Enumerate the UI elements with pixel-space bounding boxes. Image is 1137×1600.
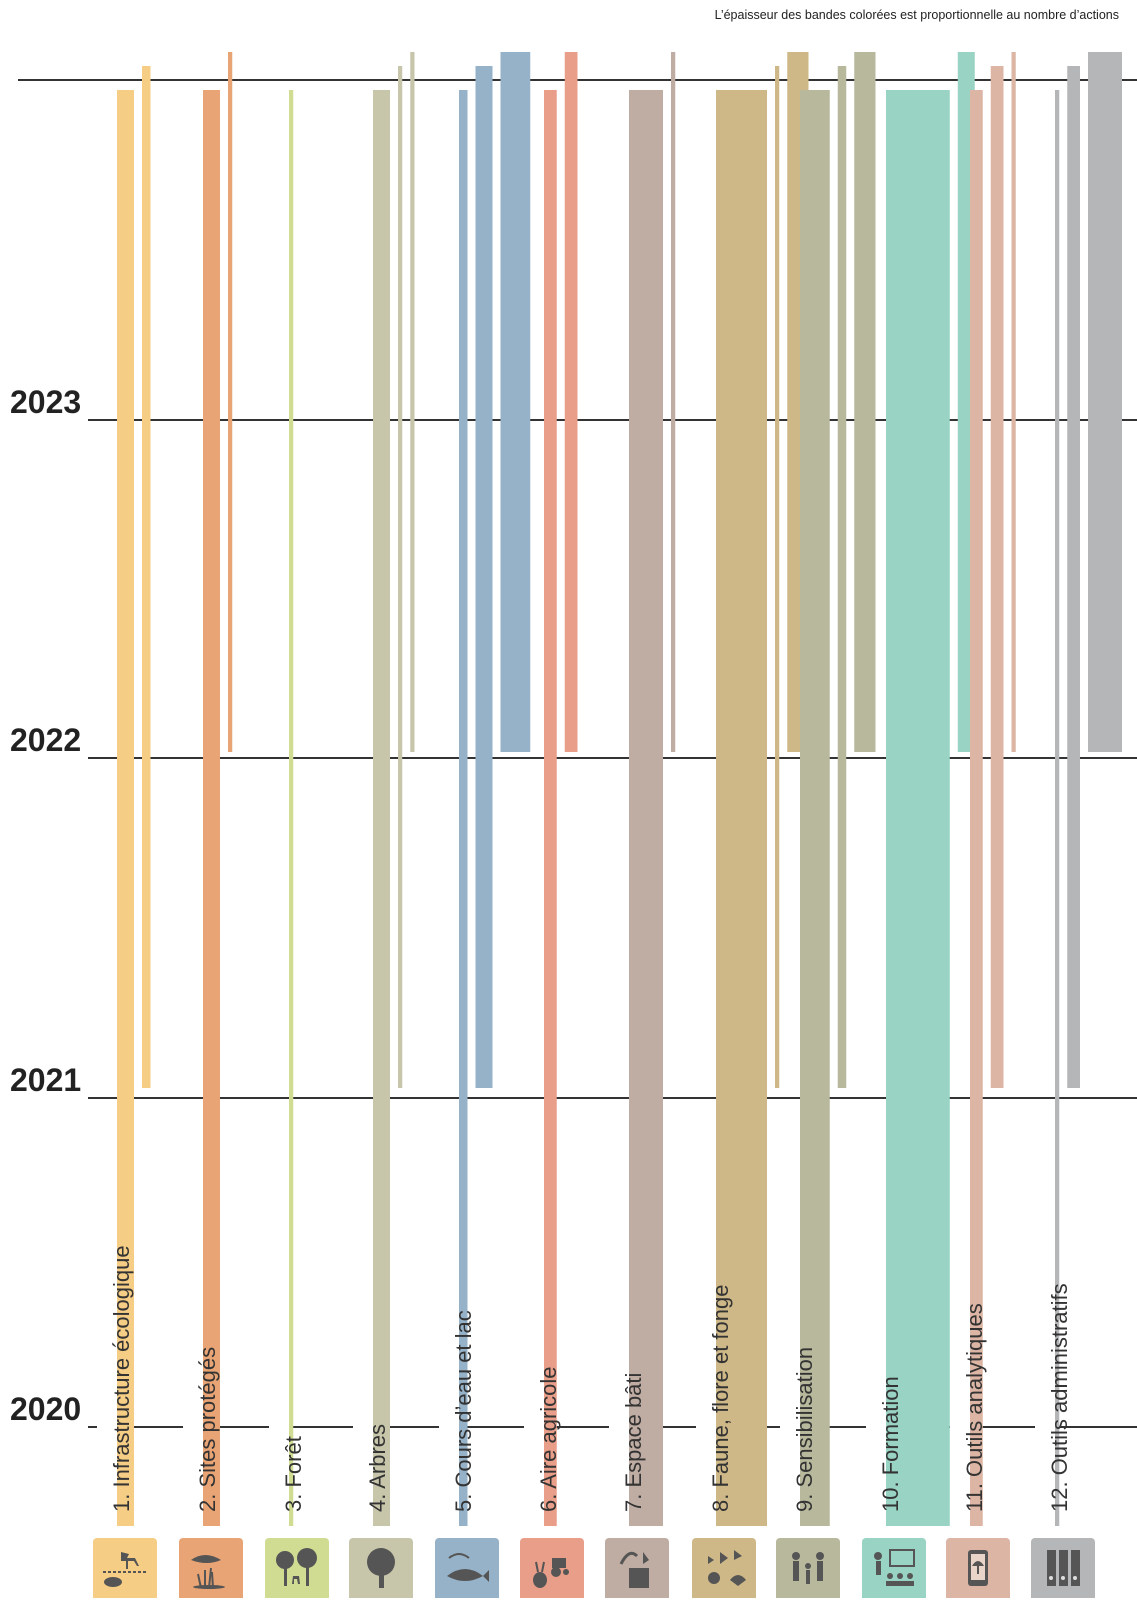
year-label-2022: 2022	[10, 722, 82, 758]
year-label-2020: 2020	[10, 1391, 82, 1427]
year-label-2021: 2021	[10, 1062, 82, 1098]
category-bands-1	[117, 66, 151, 1526]
phone-mushroom-icon	[946, 1538, 1010, 1598]
band-8-2	[775, 66, 780, 1088]
binders-icon	[1031, 1538, 1095, 1598]
band-5-3	[500, 52, 531, 752]
category-label-2: 2. Sites protégés	[195, 1346, 220, 1512]
band-9-3	[854, 52, 876, 752]
category-label-12: 12. Outils administratifs	[1047, 1283, 1072, 1512]
band-2-1	[203, 90, 220, 1526]
category-bands-11	[970, 52, 1016, 1526]
label-knockout-10	[866, 1424, 886, 1430]
hand-reeds-icon	[179, 1538, 243, 1598]
band-8-1	[716, 90, 767, 1526]
category-bands-3	[289, 90, 294, 1526]
band-9-1	[800, 90, 830, 1526]
band-1-1	[117, 90, 134, 1526]
band-7-1	[629, 90, 663, 1526]
label-knockout-4	[353, 1424, 373, 1430]
band-4-1	[373, 90, 390, 1526]
thickness-note: L’épaisseur des bandes colorées est prop…	[714, 8, 1119, 22]
category-label-11: 11. Outils analytiques	[962, 1303, 987, 1512]
category-bands-12	[1055, 52, 1122, 1526]
band-12-3	[1088, 52, 1122, 752]
building-bird-icon	[605, 1538, 669, 1598]
label-knockout-11	[950, 1424, 970, 1430]
label-knockout-12	[1035, 1424, 1055, 1430]
category-bands-2	[203, 52, 233, 1526]
category-bands-6	[544, 52, 578, 1526]
category-label-7: 7. Espace bâti	[621, 1372, 646, 1512]
band-11-2	[990, 66, 1004, 1088]
category-label-9: 9. Sensibilisation	[792, 1346, 817, 1512]
band-6-1	[544, 90, 557, 1526]
label-knockout-8	[696, 1424, 716, 1430]
category-label-8: 8. Faune, flore et fonge	[708, 1284, 733, 1513]
category-bands-9	[800, 52, 876, 1526]
category-label-4: 4. Arbres	[365, 1423, 390, 1512]
fish-icon	[435, 1538, 499, 1598]
label-knockout-6	[524, 1424, 544, 1430]
category-bands-10	[886, 52, 975, 1526]
band-12-2	[1067, 66, 1080, 1088]
label-knockout-7	[609, 1424, 629, 1430]
category-label-6: 6. Aire agricole	[536, 1366, 561, 1512]
band-11-3	[1011, 52, 1016, 752]
people-icon	[776, 1538, 840, 1598]
category-bands-5	[459, 52, 531, 1526]
band-10-1	[886, 90, 950, 1526]
classroom-icon	[862, 1538, 926, 1598]
category-label-10: 10. Formation	[878, 1376, 903, 1512]
band-9-2	[837, 66, 847, 1088]
deer-hedgehog-icon	[93, 1538, 157, 1598]
band-7-2	[671, 52, 676, 752]
label-knockout-2	[183, 1424, 203, 1430]
band-4-3	[410, 52, 415, 752]
band-1-2	[142, 66, 151, 1088]
band-5-1	[459, 90, 468, 1526]
category-label-3: 3. Forêt	[281, 1436, 306, 1512]
band-3-1	[289, 90, 294, 1526]
band-12-1	[1055, 90, 1060, 1526]
label-knockout-5	[439, 1424, 459, 1430]
band-4-2	[398, 66, 403, 1088]
category-bands-4	[373, 52, 415, 1526]
year-label-2023: 2023	[10, 384, 82, 420]
label-knockout-9	[780, 1424, 800, 1430]
forest-deer-icon	[265, 1538, 329, 1598]
tree-icon	[349, 1538, 413, 1598]
category-label-1: 1. Infrastructure écologique	[109, 1245, 134, 1512]
band-11-1	[970, 90, 983, 1526]
label-knockout-1	[97, 1424, 117, 1430]
band-5-2	[475, 66, 493, 1088]
band-6-2	[564, 52, 578, 752]
category-label-5: 5. Cours d’eau et lac	[451, 1310, 476, 1512]
butterfly-bird-icon	[692, 1538, 756, 1598]
category-bands-7	[629, 52, 676, 1526]
band-2-2	[228, 52, 233, 752]
tractor-rabbit-icon	[520, 1538, 584, 1598]
label-knockout-3	[269, 1424, 289, 1430]
